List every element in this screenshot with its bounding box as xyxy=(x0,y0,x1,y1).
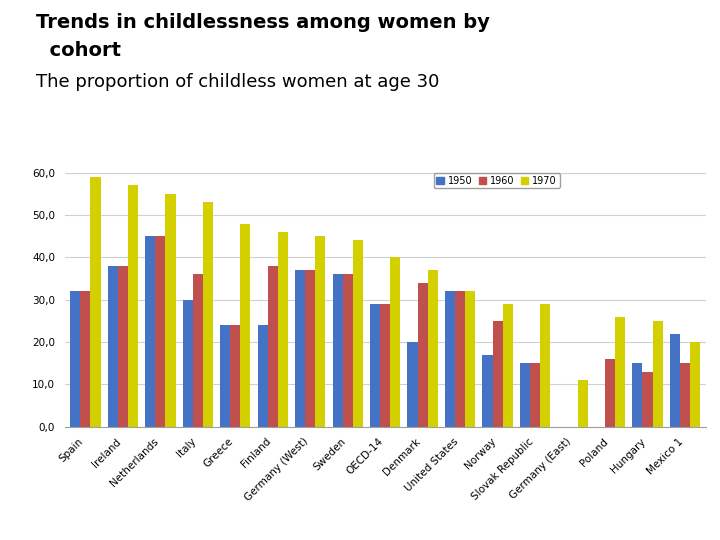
Bar xyxy=(380,304,390,427)
Bar xyxy=(258,325,268,427)
Bar xyxy=(240,224,251,427)
Bar xyxy=(166,194,176,427)
Bar xyxy=(128,186,138,427)
Bar xyxy=(428,270,438,427)
Bar xyxy=(353,240,363,427)
Bar xyxy=(193,274,203,427)
Legend: 1950, 1960, 1970: 1950, 1960, 1970 xyxy=(433,173,559,188)
Bar xyxy=(540,304,550,427)
Bar xyxy=(203,202,213,427)
Bar xyxy=(91,177,101,427)
Bar xyxy=(605,359,615,427)
Bar xyxy=(343,274,353,427)
Bar xyxy=(690,342,700,427)
Bar xyxy=(220,325,230,427)
Bar xyxy=(482,355,492,427)
Bar xyxy=(492,321,503,427)
Bar xyxy=(652,321,662,427)
Bar xyxy=(183,300,193,427)
Bar xyxy=(408,342,418,427)
Bar xyxy=(577,380,588,427)
Bar xyxy=(520,363,530,427)
Bar xyxy=(108,266,118,427)
Bar xyxy=(268,266,278,427)
Bar xyxy=(156,237,166,427)
Bar xyxy=(632,363,642,427)
Text: cohort: cohort xyxy=(36,40,121,59)
Bar xyxy=(71,291,81,427)
Bar xyxy=(295,270,305,427)
Text: The proportion of childless women at age 30: The proportion of childless women at age… xyxy=(36,73,439,91)
Text: Trends in childlessness among women by: Trends in childlessness among women by xyxy=(36,14,490,32)
Bar xyxy=(315,237,325,427)
Bar xyxy=(615,316,625,427)
Bar xyxy=(530,363,540,427)
Bar xyxy=(305,270,315,427)
Bar xyxy=(118,266,128,427)
Bar xyxy=(370,304,380,427)
Bar xyxy=(680,363,690,427)
Bar xyxy=(445,291,455,427)
Bar xyxy=(503,304,513,427)
Bar xyxy=(390,258,400,427)
Bar xyxy=(642,372,652,427)
Bar xyxy=(81,291,91,427)
Bar xyxy=(670,334,680,427)
Bar xyxy=(278,232,288,427)
Bar xyxy=(145,237,156,427)
Bar xyxy=(418,283,428,427)
Bar xyxy=(230,325,240,427)
Bar xyxy=(455,291,465,427)
Bar xyxy=(333,274,343,427)
Bar xyxy=(465,291,475,427)
